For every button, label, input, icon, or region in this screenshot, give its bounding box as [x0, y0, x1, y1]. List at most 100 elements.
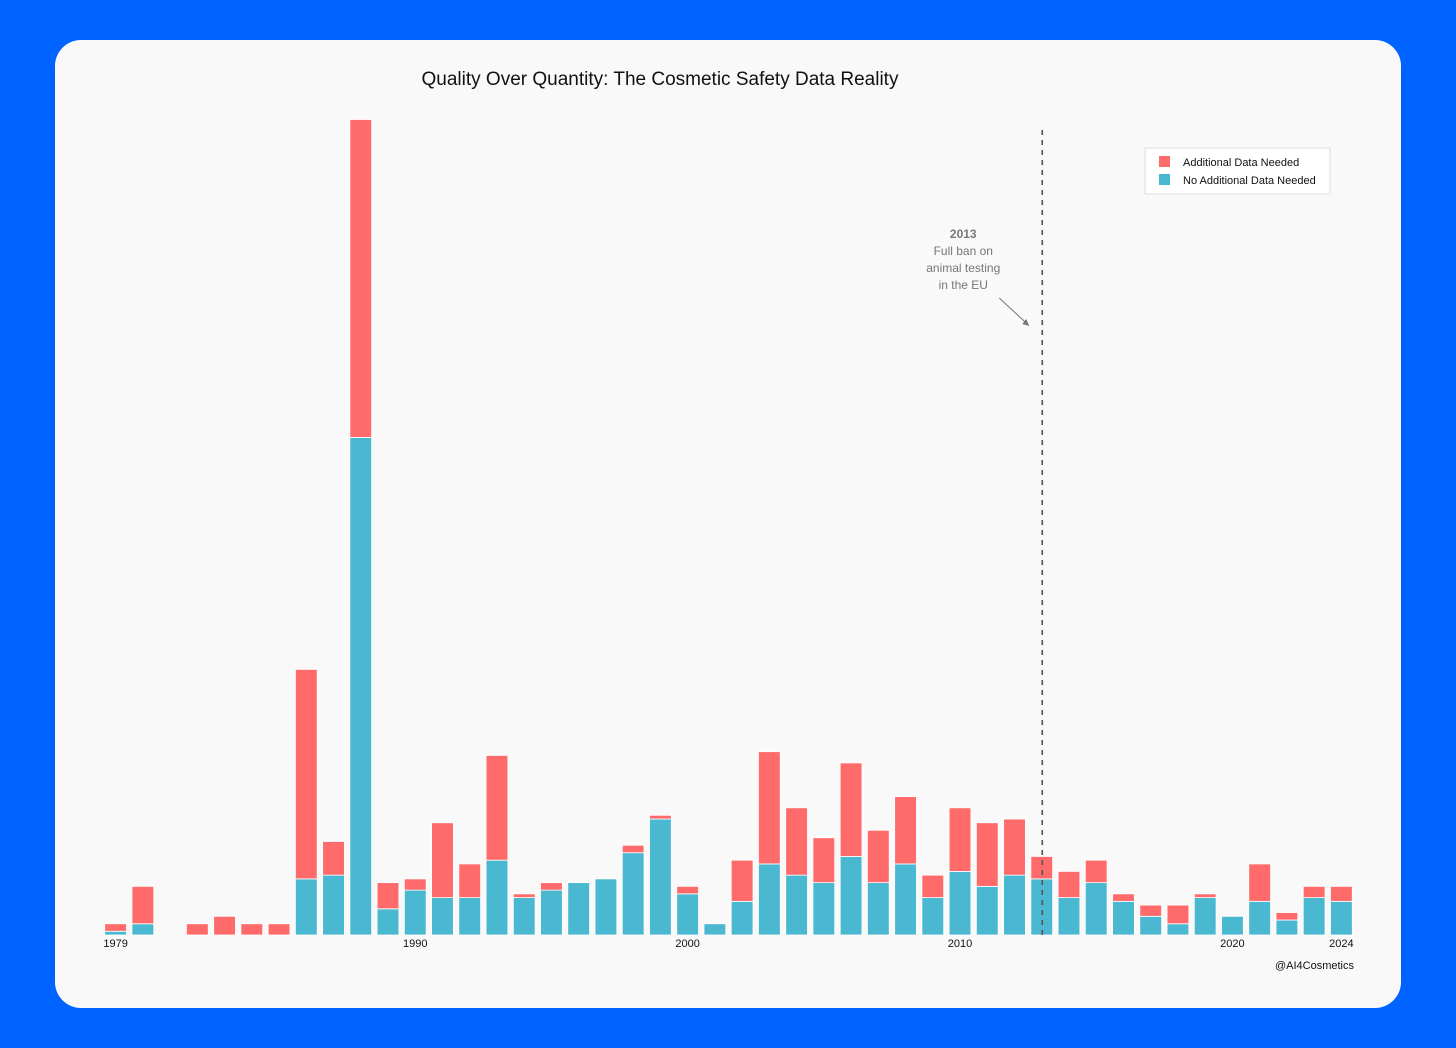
- bar-additional-1980: [131, 885, 155, 925]
- bar-no-additional-2000: [676, 893, 699, 936]
- bar-no-additional-2019: [1193, 897, 1217, 936]
- bar-additional-1990: [403, 878, 427, 891]
- bar-no-additional-1986: [294, 878, 318, 936]
- bar-no-additional-2006: [839, 856, 863, 936]
- bar-no-additional-1989: [376, 908, 400, 936]
- bar-additional-2024: [1330, 885, 1353, 902]
- x-tick-2000: 2000: [675, 938, 699, 950]
- chart: Quality Over Quantity: The Cosmetic Safe…: [103, 69, 1355, 972]
- bar-additional-2015: [1084, 859, 1108, 884]
- bar-no-additional-2018: [1166, 923, 1190, 936]
- bar-additional-2022: [1275, 912, 1299, 921]
- bar-no-additional-2008: [894, 863, 917, 936]
- annotation: 2013 Full ban on animal testing in the E…: [926, 227, 1030, 326]
- bar-no-additional-1979: [104, 930, 127, 936]
- bar-no-additional-1995: [540, 889, 563, 936]
- bar-additional-2014: [1057, 871, 1081, 898]
- bar-additional-1979: [104, 923, 127, 932]
- bar-no-additional-2014: [1057, 897, 1081, 936]
- bar-no-additional-1988: [349, 437, 373, 936]
- bar-additional-2021: [1248, 863, 1271, 902]
- annotation-arrow: [998, 297, 1027, 324]
- bar-additional-1993: [485, 755, 509, 861]
- bar-no-additional-2001: [703, 923, 727, 936]
- bar-additional-2010: [948, 807, 972, 872]
- bar-additional-2002: [730, 859, 754, 902]
- bar-no-additional-1999: [649, 818, 672, 936]
- bar-additional-2006: [839, 762, 863, 857]
- bar-additional-2018: [1166, 904, 1190, 925]
- bar-no-additional-1994: [512, 897, 536, 936]
- x-tick-2010: 2010: [948, 938, 972, 950]
- bar-no-additional-2007: [867, 882, 890, 936]
- x-tick-2024: 2024: [1329, 938, 1353, 950]
- bar-no-additional-2005: [812, 882, 836, 936]
- x-tick-1979: 1979: [103, 938, 127, 950]
- bar-additional-1991: [431, 822, 454, 898]
- annotation-arrowhead: [1022, 319, 1030, 326]
- legend-label-additional: Additional Data Needed: [1183, 157, 1299, 169]
- x-tick-2020: 2020: [1220, 938, 1244, 950]
- bar-no-additional-2024: [1330, 900, 1353, 936]
- bar-no-additional-1998: [621, 852, 645, 936]
- bar-no-additional-1992: [458, 897, 482, 936]
- bar-additional-1999: [649, 814, 672, 820]
- bar-additional-2008: [894, 796, 917, 865]
- bars-layer: [104, 119, 1353, 936]
- bar-no-additional-1980: [131, 923, 155, 936]
- bar-additional-2016: [1112, 893, 1135, 902]
- bar-no-additional-2011: [975, 885, 999, 936]
- bar-no-additional-2016: [1112, 900, 1135, 936]
- bar-additional-2000: [676, 885, 699, 895]
- bar-additional-2003: [758, 751, 781, 865]
- bar-additional-1994: [512, 893, 536, 898]
- bar-no-additional-1997: [594, 878, 618, 936]
- bar-additional-2005: [812, 837, 836, 884]
- bar-additional-2012: [1003, 818, 1026, 876]
- bar-no-additional-2017: [1139, 915, 1163, 936]
- bar-no-additional-1987: [322, 874, 345, 936]
- bar-additional-1986: [294, 668, 318, 880]
- x-axis-ticks: 1979 1990 2000 2010 2020 2024: [103, 938, 1353, 950]
- bar-no-additional-2020: [1221, 915, 1244, 936]
- bar-no-additional-2012: [1003, 874, 1026, 936]
- bar-additional-1992: [458, 863, 482, 898]
- chart-card: Quality Over Quantity: The Cosmetic Safe…: [55, 40, 1401, 1008]
- chart-title: Quality Over Quantity: The Cosmetic Safe…: [422, 69, 899, 90]
- bar-additional-1998: [621, 844, 645, 854]
- bar-no-additional-2013: [1030, 878, 1054, 936]
- legend-swatch-additional: [1159, 156, 1170, 167]
- bar-additional-2004: [785, 807, 808, 876]
- legend-label-no-additional: No Additional Data Needed: [1183, 175, 1316, 187]
- bar-additional-2017: [1139, 904, 1163, 917]
- legend-swatch-no-additional: [1159, 174, 1170, 185]
- bar-additional-1982: [186, 923, 209, 936]
- legend-box: [1144, 147, 1331, 195]
- bar-additional-2023: [1302, 885, 1326, 898]
- bar-additional-1995: [540, 882, 563, 891]
- bar-additional-1985: [267, 923, 291, 936]
- bar-additional-2019: [1193, 893, 1217, 898]
- bar-no-additional-2021: [1248, 900, 1271, 936]
- annotation-line-3: in the EU: [939, 278, 988, 292]
- bar-additional-1987: [322, 841, 345, 876]
- bar-additional-1988: [349, 119, 373, 438]
- bar-no-additional-2010: [948, 871, 972, 936]
- bar-no-additional-2022: [1275, 919, 1299, 936]
- bar-no-additional-2015: [1084, 882, 1108, 936]
- bar-additional-2013: [1030, 856, 1054, 880]
- bar-no-additional-1996: [567, 882, 590, 936]
- bar-no-additional-2004: [785, 874, 808, 936]
- annotation-year: 2013: [950, 227, 977, 241]
- bar-no-additional-1993: [485, 859, 509, 936]
- annotation-line-1: Full ban on: [934, 244, 993, 258]
- bar-no-additional-2023: [1302, 897, 1326, 936]
- bar-no-additional-1990: [403, 889, 427, 936]
- bar-additional-1983: [213, 915, 236, 936]
- credit: @AI4Cosmetics: [1275, 960, 1355, 972]
- x-tick-1990: 1990: [403, 938, 427, 950]
- bar-no-additional-2002: [730, 900, 754, 936]
- bar-additional-2011: [975, 822, 999, 887]
- bar-additional-2009: [921, 874, 945, 898]
- bar-no-additional-1991: [431, 897, 454, 936]
